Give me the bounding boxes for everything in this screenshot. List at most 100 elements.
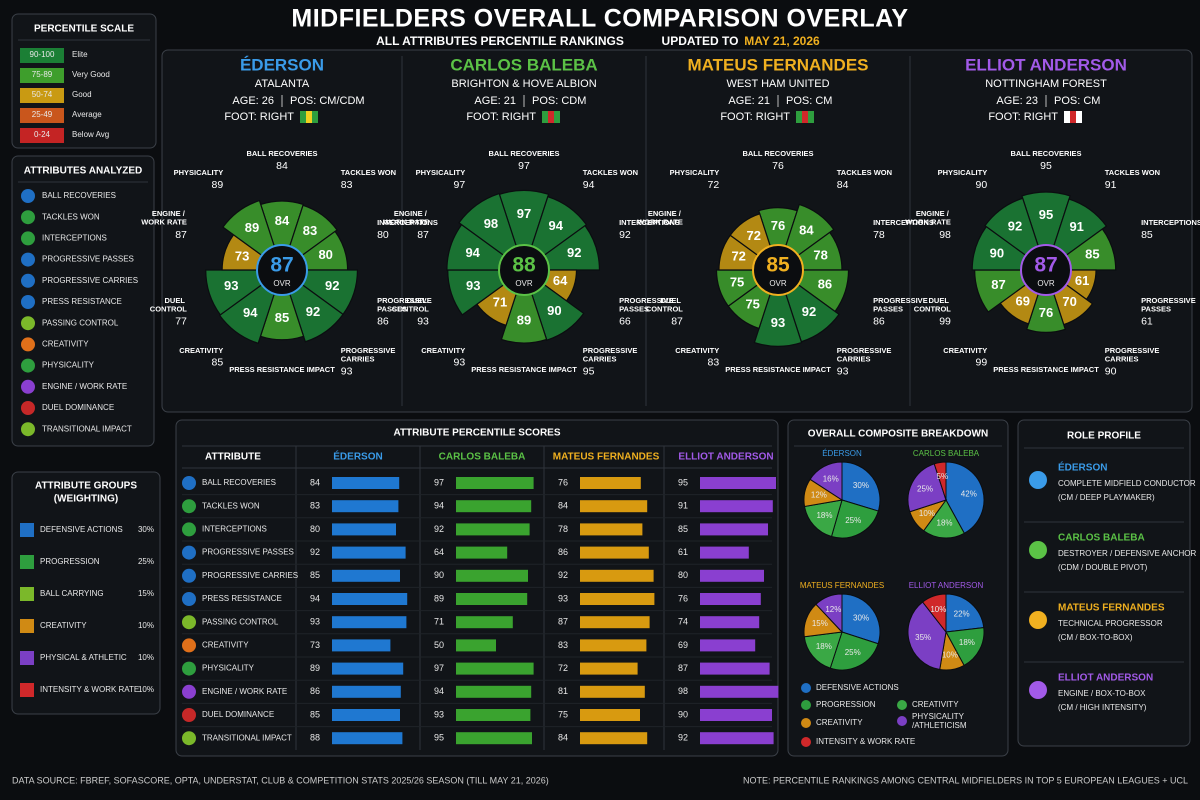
scale-swatch	[20, 108, 64, 123]
ovr-badge	[256, 244, 308, 296]
score: 86	[558, 547, 568, 557]
score: 90	[434, 570, 444, 580]
pie-label: 35%	[915, 633, 931, 642]
radar-slice	[1025, 268, 1067, 333]
group-name: INTENSITY & WORK RATE	[40, 685, 139, 694]
radar-axis-label: PHYSICALITY	[938, 168, 988, 177]
radar-value: 89	[245, 220, 259, 235]
score: 94	[434, 501, 444, 511]
score-bar	[700, 616, 760, 629]
radar-axis-label: PROGRESSIVE CARRIES	[341, 346, 398, 364]
score: 72	[558, 663, 568, 673]
scale-range: 90-100	[30, 50, 55, 59]
attribute-name: PRESS RESISTANCE	[42, 297, 122, 306]
subtitle: ALL ATTRIBUTES PERCENTILE RANKINGS	[376, 34, 624, 48]
player-position: POS: CM	[1054, 95, 1100, 107]
pie-label: 15%	[812, 619, 828, 628]
radar-outer-value: 99	[939, 316, 951, 328]
ovr-value: 87	[1034, 254, 1057, 277]
attribute-icon	[21, 401, 35, 415]
pie-slice	[907, 463, 947, 513]
panel	[161, 49, 1193, 413]
player-club: WEST HAM UNITED	[726, 78, 829, 90]
legend-label: CREATIVITY	[912, 700, 959, 709]
score-bar	[580, 662, 638, 675]
score-bar	[332, 546, 406, 559]
row-attribute: ENGINE / WORK RATE	[202, 687, 287, 696]
row-icon	[182, 615, 196, 630]
radar-outer-value: 87	[417, 229, 429, 241]
score-bar	[332, 523, 396, 536]
radar-value: 83	[303, 223, 317, 238]
radar-value: 85	[1085, 246, 1099, 261]
scale-swatch	[20, 128, 64, 143]
group-swatch	[20, 619, 34, 633]
pie-label: 12%	[811, 490, 827, 499]
attribute-icon	[21, 189, 35, 203]
radar-slice	[753, 268, 803, 347]
pie-title: ÉDERSON	[822, 449, 862, 458]
score: 50	[434, 640, 444, 650]
radar-value: 86	[818, 277, 832, 292]
ovr-badge	[752, 244, 804, 296]
footer-source: DATA SOURCE: FBREF, SOFASCORE, OPTA, UND…	[12, 775, 549, 785]
score-bar	[580, 709, 640, 721]
radar-axis-label: ENGINE / WORK RATE	[637, 209, 683, 227]
group-swatch	[20, 523, 34, 537]
table-player: ELLIOT ANDERSON	[678, 452, 773, 463]
scale-label: Below Avg	[72, 130, 109, 139]
pie-slice	[907, 601, 947, 671]
player-foot: FOOT: RIGHT	[224, 111, 294, 123]
score-bar	[700, 477, 776, 489]
group-name: PROGRESSION	[40, 557, 100, 566]
score: 85	[310, 570, 320, 580]
group-weight: 10%	[138, 653, 154, 662]
panel-title: ATTRIBUTES ANALYZED	[24, 166, 143, 177]
scale-label: Elite	[72, 50, 88, 59]
pie-label: 22%	[954, 610, 970, 619]
score-bar	[456, 732, 532, 745]
radar-value: 76	[1039, 305, 1053, 320]
panel-title: PERCENTILE SCALE	[34, 24, 134, 35]
radar-outer-value: 87	[671, 316, 683, 328]
pie-title: MATEUS FERNANDES	[800, 581, 884, 590]
role-player: ÉDERSON	[1058, 461, 1107, 474]
score: 98	[678, 686, 688, 696]
pie-slice	[945, 627, 985, 667]
score-bar	[580, 593, 655, 605]
radar-axis-label: ENGINE / WORK RATE	[905, 209, 951, 227]
pie-label: 12%	[825, 605, 841, 614]
player-position: POS: CDM	[532, 95, 586, 107]
radar-outer-value: 87	[175, 229, 187, 241]
player-foot: FOOT: RIGHT	[466, 111, 536, 123]
scale-range: 0-24	[34, 130, 51, 139]
attribute-icon	[21, 252, 35, 267]
pie-label: 10%	[942, 650, 958, 659]
legend-label: DEFENSIVE ACTIONS	[816, 683, 899, 692]
score: 76	[558, 477, 568, 487]
pie-label: 42%	[961, 489, 977, 498]
radar-axis-label: INTERCEPTIONS	[873, 218, 934, 227]
role-detail: (CM / DEEP PLAYMAKER)	[1058, 493, 1155, 502]
player-club: ATALANTA	[255, 78, 310, 90]
radar-axis-label: PRESS RESISTANCE IMPACT	[725, 365, 831, 374]
radar-value: 98	[484, 216, 498, 231]
score: 92	[678, 733, 688, 743]
attribute-icon	[21, 295, 35, 309]
score: 92	[310, 547, 320, 557]
score-bar	[456, 616, 513, 629]
radar-axis-label: PROGRESSIVE CARRIES	[837, 346, 894, 364]
attribute-icon	[21, 422, 35, 437]
row-icon	[182, 568, 196, 583]
row-icon	[182, 708, 196, 722]
score-bar	[580, 523, 643, 536]
pie-label: 10%	[919, 509, 935, 518]
pie-label: 18%	[816, 642, 832, 651]
radar-outer-value: 76	[772, 160, 784, 172]
radar-axis-label: DUEL CONTROL	[646, 296, 683, 314]
pie-label: 25%	[845, 516, 861, 525]
pie-label: 30%	[853, 613, 869, 622]
score: 80	[310, 524, 320, 534]
score-bar	[700, 523, 768, 536]
score-bar	[332, 616, 407, 629]
